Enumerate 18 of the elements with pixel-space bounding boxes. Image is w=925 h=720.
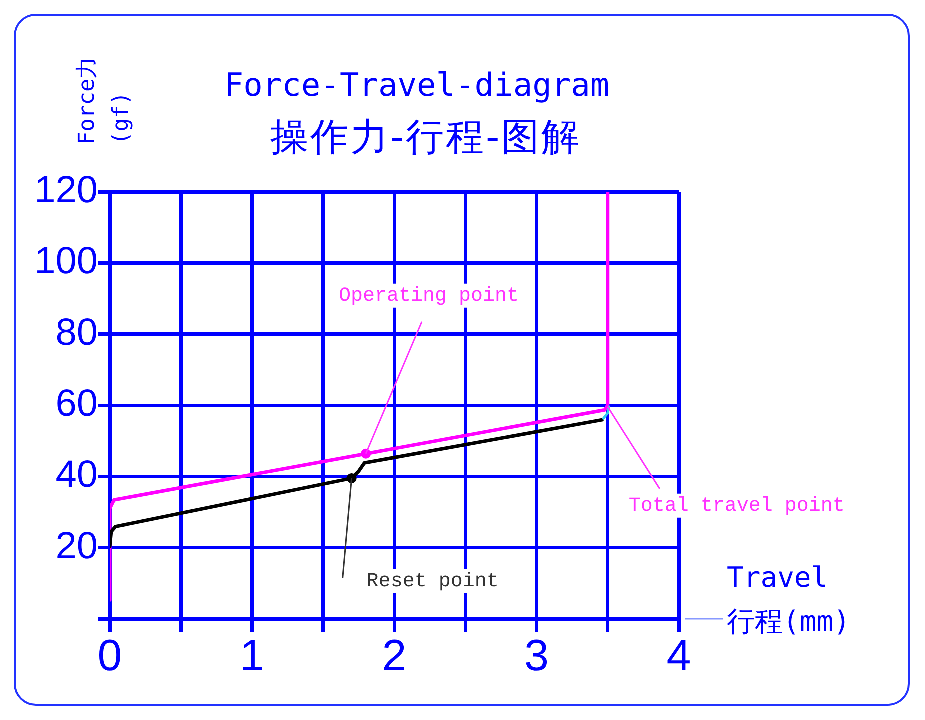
annotation: Reset point bbox=[366, 570, 499, 594]
x-tick-label: 1 bbox=[240, 632, 264, 681]
y-tick-label: 100 bbox=[34, 240, 98, 283]
y-tick-label: 40 bbox=[56, 454, 98, 496]
y-tick-label: 60 bbox=[56, 382, 98, 425]
x-tick-label: 2 bbox=[382, 632, 407, 681]
chart-title: Force-Travel-diagram bbox=[224, 66, 610, 104]
x-axis-title: Travel 行程(mm) bbox=[727, 560, 850, 640]
x-tick-label: 4 bbox=[666, 632, 692, 681]
y-axis-title: Force力 (gf) bbox=[74, 56, 135, 145]
x-tick-label: 3 bbox=[524, 632, 549, 681]
annotation: Total travel point bbox=[628, 495, 845, 518]
chart-subtitle: 操作力-行程-图解 bbox=[270, 115, 582, 159]
annotation: Operating point bbox=[339, 285, 520, 308]
y-tick-label: 20 bbox=[56, 525, 98, 568]
y-tick-label: 80 bbox=[56, 312, 98, 354]
x-tick-label: 0 bbox=[98, 632, 122, 681]
y-tick-label: 120 bbox=[34, 169, 98, 212]
